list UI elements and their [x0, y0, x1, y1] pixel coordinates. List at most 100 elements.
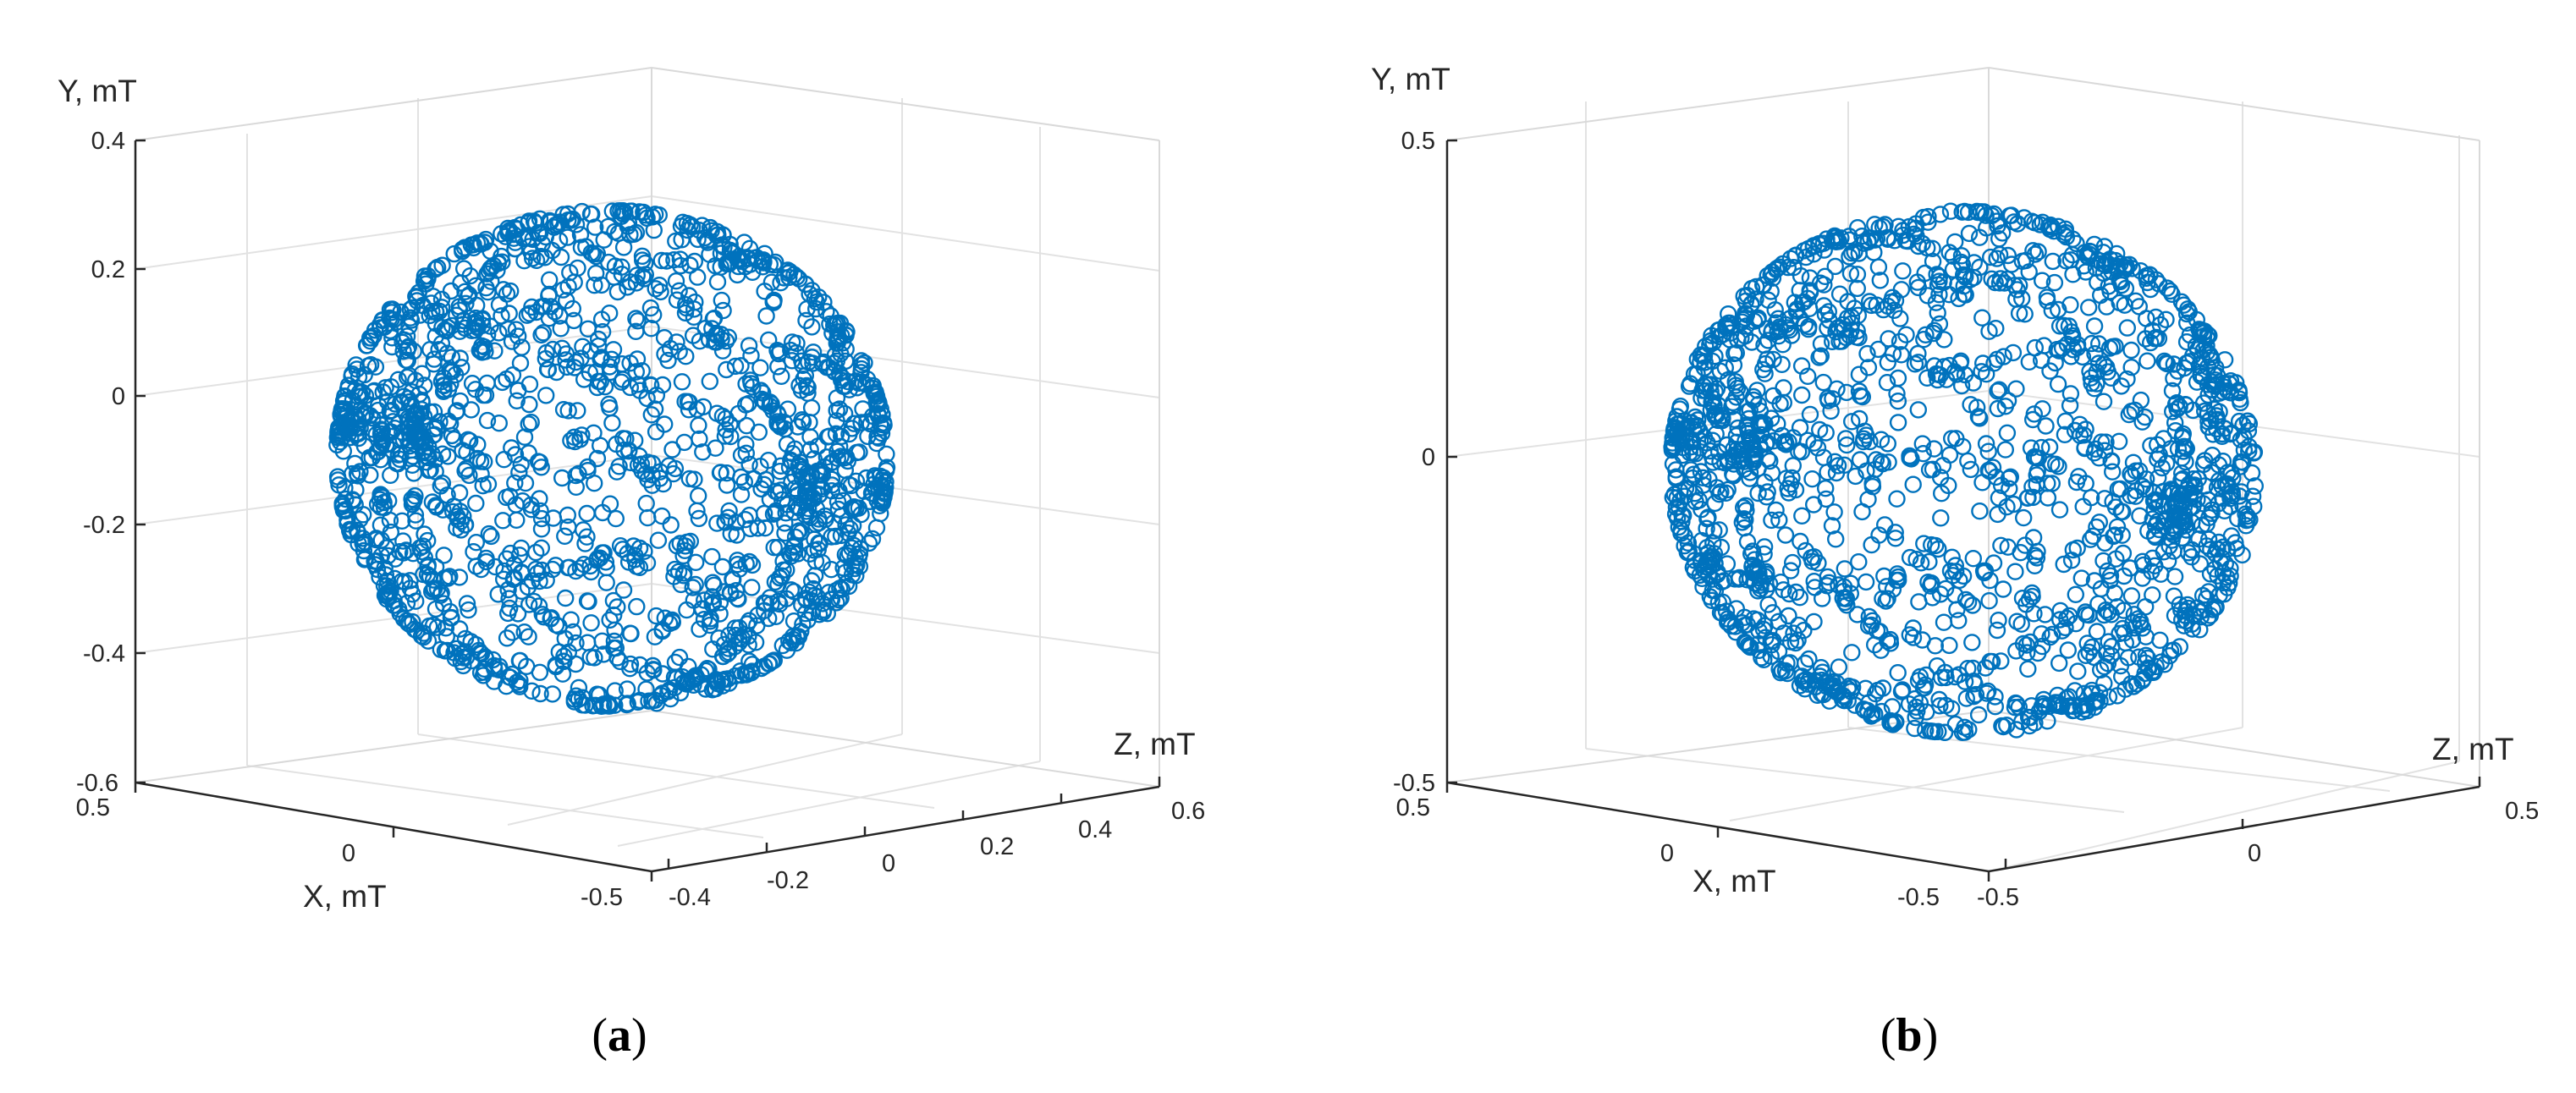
- panel-a-data-point: [425, 616, 443, 634]
- panel-a-data-point: [737, 555, 755, 573]
- panel-b-data-point: [1842, 413, 1861, 431]
- panel-b-data-point: [1953, 255, 1972, 273]
- panel-a-data-point: [547, 557, 564, 574]
- panel-a-data-point: [835, 449, 853, 467]
- panel-b-data-point: [1786, 247, 1804, 265]
- panel-b-data-point: [2102, 453, 2120, 470]
- panel-a-data-point: [462, 401, 480, 419]
- panel-a-data-point: [567, 466, 585, 485]
- panel-b-data-point: [2088, 363, 2105, 382]
- panel-a-data-point: [647, 386, 666, 404]
- panel-a-data-point: [510, 546, 529, 564]
- panel-a-data-point: [372, 425, 390, 442]
- panel-b-data-point: [2132, 391, 2150, 409]
- panel-b-data-point: [2061, 296, 2079, 314]
- panel-a-data-point: [671, 535, 689, 552]
- panel-b-data-point: [2127, 462, 2144, 480]
- panel-b-data-point: [2148, 436, 2166, 453]
- panel-b-data-point: [2093, 255, 2111, 272]
- panel-b-data-point: [1914, 445, 1932, 463]
- panel-a-data-point: [559, 205, 577, 223]
- panel-b-data-point: [2120, 405, 2138, 424]
- panel-b-data-point: [2142, 437, 2160, 454]
- panel-a-data-point: [366, 552, 383, 570]
- panel-a-data-point: [619, 695, 636, 713]
- panel-b-data-point: [2163, 382, 2182, 400]
- panel-b-data-point: [2235, 441, 2254, 459]
- panel-a-data-point: [626, 431, 644, 449]
- panel-b-data-point: [2069, 662, 2087, 680]
- panel-b-data-point: [2238, 510, 2257, 529]
- panel-b-data-point: [1679, 534, 1698, 552]
- panel-a-data-point: [872, 425, 891, 442]
- panel-a-data-point: [800, 468, 817, 486]
- panel-a-data-point: [686, 294, 704, 311]
- panel-b-data-point: [1814, 373, 1833, 392]
- panel-a-data-point: [830, 591, 848, 609]
- panel-b-data-point: [2175, 296, 2193, 314]
- panel-b-data-point: [2017, 251, 2035, 270]
- panel-a-data-point: [595, 231, 613, 249]
- panel-a-data-point: [448, 640, 465, 657]
- panel-b-data-point: [1889, 393, 1907, 410]
- panel-b-data-point: [1739, 636, 1758, 655]
- panel-b-data-point: [2138, 352, 2156, 370]
- panel-a-data-point: [732, 446, 751, 464]
- panel-b-data-point: [1756, 415, 1774, 433]
- panel-b-data-point: [2118, 370, 2136, 388]
- panel-b-data-point: [2039, 292, 2056, 310]
- panel-b-data-point: [1859, 232, 1877, 250]
- panel-b-grid: [1446, 102, 2480, 872]
- panel-a-data-point: [685, 470, 703, 488]
- panel-b-data-point: [1930, 267, 1949, 286]
- panel-b-data-point: [1906, 689, 1924, 708]
- panel-a-data-point: [806, 530, 823, 548]
- panel-a-data-point: [383, 304, 400, 321]
- panel-b-data-point: [1846, 696, 1864, 714]
- panel-a-data-point: [701, 372, 718, 390]
- panel-b-data-point: [1956, 267, 1974, 286]
- panel-a-data-point: [674, 546, 692, 565]
- panel-b-data-point: [1940, 286, 1958, 304]
- panel-b-data-point: [1781, 562, 1800, 579]
- panel-a-data-point: [807, 299, 825, 318]
- panel-a-data-point: [571, 431, 589, 448]
- panel-a-data-point: [609, 224, 628, 242]
- panel-b-data-point: [2173, 529, 2191, 546]
- panel-b-data-point: [2028, 549, 2046, 567]
- panel-b-data-point: [2050, 654, 2068, 673]
- panel-b-data-point: [1748, 310, 1767, 329]
- panel-b-data-point: [2079, 299, 2098, 316]
- panel-b-data-point: [2088, 623, 2106, 640]
- panel-a-data-point: [867, 469, 885, 486]
- panel-a-data-point: [443, 363, 461, 381]
- panel-b-data-point: [2182, 541, 2201, 559]
- panel-b-data-point: [2157, 354, 2175, 372]
- panel-b-data-point: [1897, 326, 1915, 343]
- panel-b-data-point: [1781, 475, 1800, 493]
- panel-b-data-point: [2020, 263, 2038, 281]
- panel-b-data-point: [1858, 344, 1876, 363]
- panel-a-data-point: [703, 320, 721, 338]
- panel-b-data-point: [2078, 696, 2095, 714]
- panel-a-data-point: [630, 447, 648, 465]
- panel-b-data-point: [2086, 345, 2104, 363]
- panel-b-data-point: [2153, 459, 2171, 477]
- panel-b-data-point: [1738, 533, 1757, 551]
- panel-b-data-point: [1931, 206, 1950, 223]
- panel-a-data-point: [359, 357, 377, 375]
- panel-a-data-point: [569, 402, 586, 420]
- panel-a-data-point: [451, 620, 469, 638]
- panel-a-data-point: [740, 612, 758, 629]
- panel-b-data-point: [1695, 359, 1714, 377]
- panel-b-data-point: [2083, 374, 2100, 393]
- panel-a-data-point: [438, 641, 456, 660]
- panel-a-data-point: [647, 206, 664, 223]
- panel-b-data-point: [1764, 604, 1782, 622]
- panel-a-data-point: [479, 475, 498, 493]
- panel-a-data-point: [839, 372, 857, 391]
- panel-a-data-point: [439, 412, 458, 430]
- panel-b-data-point: [2026, 245, 2045, 263]
- panel-b-data-point: [2074, 497, 2092, 515]
- panel-a-z-tick: -0.4: [669, 884, 711, 911]
